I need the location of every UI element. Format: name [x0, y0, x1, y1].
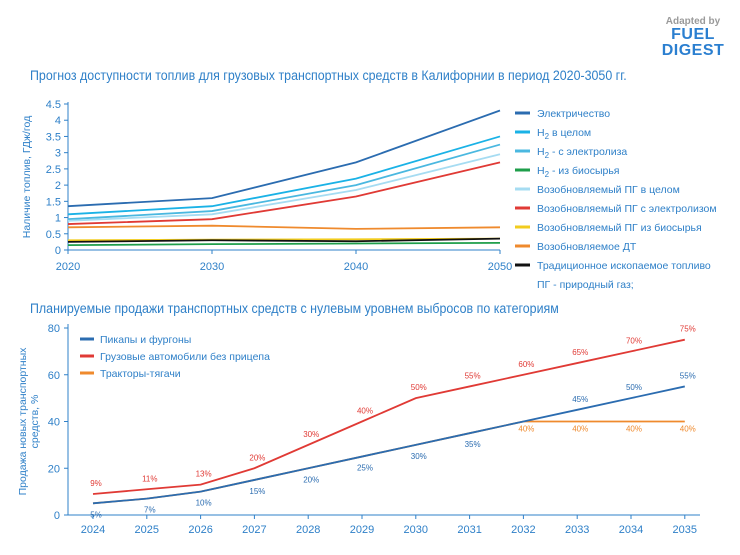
chart2-data-label: 20%: [303, 475, 319, 484]
chart2-x-tick-label: 2035: [673, 524, 697, 536]
chart2-data-label: 75%: [680, 325, 696, 334]
chart2-series-line: [92, 420, 685, 505]
chart2-data-label: 45%: [572, 395, 588, 404]
chart1-y-tick-label: 1: [55, 213, 61, 225]
chart1-y-tick-label: 1.5: [46, 196, 61, 208]
chart2-x-tick-label: 2028: [296, 524, 320, 536]
chart1-x-tick-label: 2030: [200, 261, 224, 273]
chart1-y-tick-label: 4.5: [46, 99, 61, 111]
chart1-title: Прогноз доступности топлив для грузовых …: [30, 68, 627, 83]
chart2-series-line: [92, 385, 685, 505]
chart1-legend-label: Возобновляемый ПГ из биосырья: [537, 222, 702, 234]
chart2-x-tick-label: 2030: [404, 524, 428, 536]
chart2-x-tick-label: 2029: [350, 524, 374, 536]
chart2-y-tick-label: 40: [48, 417, 60, 429]
chart1-legend-label: Электричество: [537, 108, 610, 120]
chart1-y-label: Наличие топлив, ГДж/год: [21, 116, 33, 239]
chart1-y-tick-label: 3: [55, 148, 61, 160]
chart2-x-tick-label: 2026: [188, 524, 212, 536]
chart2-data-label: 7%: [144, 506, 156, 515]
chart2-x-tick-label: 2033: [565, 524, 589, 536]
chart1-legend-label: Возобновляемый ПГ с электролизом: [537, 203, 717, 215]
chart2-data-label: 20%: [249, 453, 265, 462]
chart2-data-label: 55%: [680, 371, 696, 380]
chart2-legend-label: Пикапы и фургоны: [100, 334, 191, 346]
chart1-series-line: [67, 143, 501, 221]
chart2-data-label: 40%: [518, 425, 534, 434]
chart2-data-label: 13%: [196, 470, 212, 479]
chart1-series-line: [67, 135, 501, 216]
chart2-data-label: 30%: [303, 430, 319, 439]
chart2-y-tick-label: 0: [54, 510, 60, 522]
chart1-y-tick-label: 2: [55, 180, 61, 192]
chart2-data-label: 15%: [249, 487, 265, 496]
chart1-series-line: [67, 153, 501, 222]
chart2-data-label: 9%: [90, 479, 102, 488]
chart2-x-tick-label: 2034: [619, 524, 643, 536]
logo-line-3: DIGEST: [661, 42, 725, 59]
chart1-series-line: [67, 224, 501, 230]
chart2-data-label: 40%: [680, 425, 696, 434]
chart2-data-label: 60%: [518, 360, 534, 369]
chart1-x-tick-label: 2050: [488, 261, 512, 273]
chart1-legend-label: H2 - с электролиза: [537, 146, 627, 160]
chart1-y-tick-label: 0: [55, 245, 61, 257]
chart1-series-line: [67, 237, 501, 243]
chart2-series-line: [92, 338, 685, 495]
chart1-series-line: [67, 161, 501, 225]
chart2-x-tick-label: 2031: [457, 524, 481, 536]
chart2-data-label: 11%: [142, 474, 157, 483]
chart1-legend-label: Возобновляемое ДТ: [537, 241, 637, 253]
chart2-y-tick-label: 20: [48, 463, 60, 475]
chart1-y-tick-label: 0.5: [46, 229, 61, 241]
chart1-legend-label: H2 в целом: [537, 127, 591, 141]
chart1-legend-label: Возобновляемый ПГ в целом: [537, 184, 680, 196]
chart2-data-label: 70%: [626, 336, 642, 345]
chart2-data-label: 25%: [357, 464, 373, 473]
chart2-data-label: 40%: [572, 425, 588, 434]
chart1-y-tick-label: 3.5: [46, 131, 61, 143]
chart1-x-tick-label: 2020: [56, 261, 80, 273]
chart1-y-tick-label: 2.5: [46, 164, 61, 176]
chart2-data-label: 40%: [357, 407, 373, 416]
fuel-availability-chart: 0 0.5 1 1.5 2 2.5 3 3.5 4 4.5 2020 2030 2040 2050 Нали…: [21, 99, 717, 290]
chart1-series-line: [67, 241, 501, 247]
chart1-x-tick-label: 2040: [344, 261, 368, 273]
chart2-data-label: 5%: [90, 510, 102, 519]
chart2-data-label: 50%: [411, 383, 427, 392]
chart2-data-label: 65%: [572, 348, 588, 357]
chart2-data-label: 50%: [626, 383, 642, 392]
chart2-x-tick-label: 2032: [511, 524, 535, 536]
chart2-title: Планируемые продажи транспортных средств…: [30, 301, 559, 316]
chart1-series-line: [67, 237, 501, 242]
chart2-legend-label: Тракторы-тягачи: [100, 368, 181, 380]
fuel-digest-logo: Adapted by FUEL DIGEST: [653, 16, 733, 59]
chart1-legend-note: ПГ - природный газ;: [537, 279, 634, 290]
chart2-x-tick-label: 2024: [81, 524, 105, 536]
chart2-data-label: 40%: [626, 425, 642, 434]
chart2-x-tick-label: 2027: [242, 524, 266, 536]
chart1-legend-label: Традиционное ископаемое топливо: [537, 260, 711, 272]
chart2-y-tick-label: 80: [48, 323, 60, 335]
chart2-x-tick-label: 2025: [135, 524, 159, 536]
chart2-y-label: Продажа новых транспортныхсредств, %: [17, 347, 41, 495]
chart2-data-label: 35%: [465, 440, 481, 449]
chart2-y-tick-label: 60: [48, 370, 60, 382]
chart2-data-label: 10%: [196, 499, 212, 508]
chart2-legend-label: Грузовые автомобили без прицепа: [100, 351, 270, 363]
chart1-series-line: [67, 109, 501, 208]
chart1-y-tick-label: 4: [55, 115, 61, 127]
logo-line-2: FUEL: [671, 26, 715, 43]
chart2-data-label: 55%: [465, 371, 481, 380]
logo-line-1: Adapted by: [665, 16, 721, 27]
chart1-legend-label: H2 - из биосырья: [537, 165, 620, 179]
chart2-data-label: 30%: [411, 452, 427, 461]
